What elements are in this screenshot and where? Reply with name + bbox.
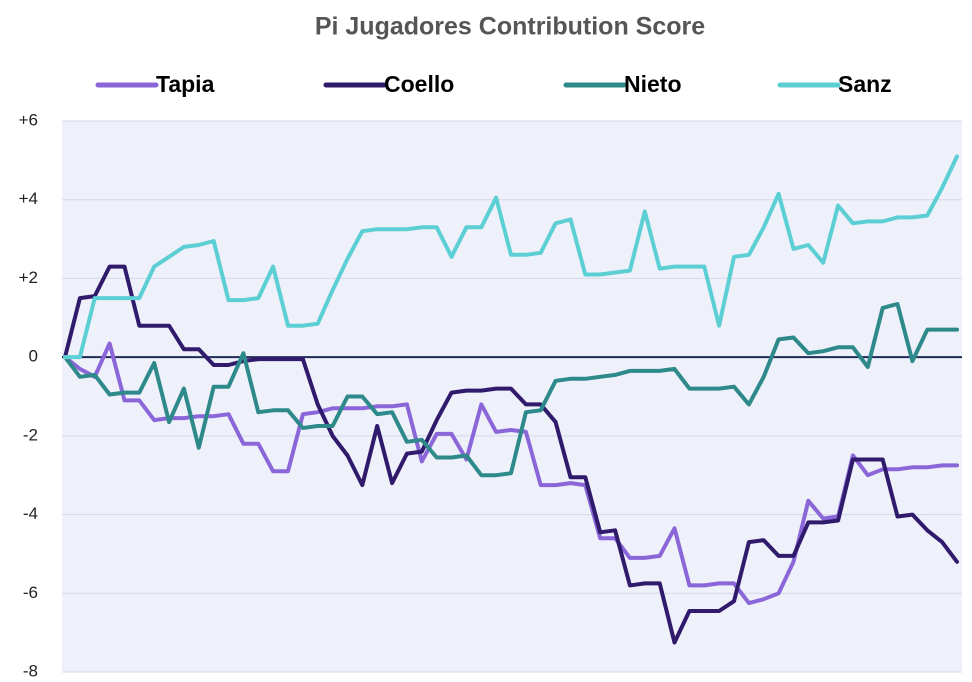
y-tick-label: +2 <box>19 268 38 287</box>
y-tick-label: -8 <box>23 661 38 680</box>
y-tick-label: -4 <box>23 504 38 523</box>
plot-area <box>62 121 962 672</box>
series-line <box>63 341 959 606</box>
y-tick-label: 0 <box>29 347 38 366</box>
chart-title: Pi Jugadores Contribution Score <box>315 13 705 41</box>
series-line <box>63 154 959 360</box>
legend-label: Nieto <box>624 71 682 97</box>
legend-label: Tapia <box>156 71 215 97</box>
series-line <box>63 264 959 645</box>
y-tick-label: -6 <box>23 583 38 602</box>
y-tick-label: -2 <box>23 425 38 444</box>
y-tick-label: +4 <box>19 189 38 208</box>
legend-label: Sanz <box>838 71 892 97</box>
y-tick-label: +6 <box>19 110 38 129</box>
legend-label: Coello <box>384 71 454 97</box>
series-line <box>63 302 959 478</box>
